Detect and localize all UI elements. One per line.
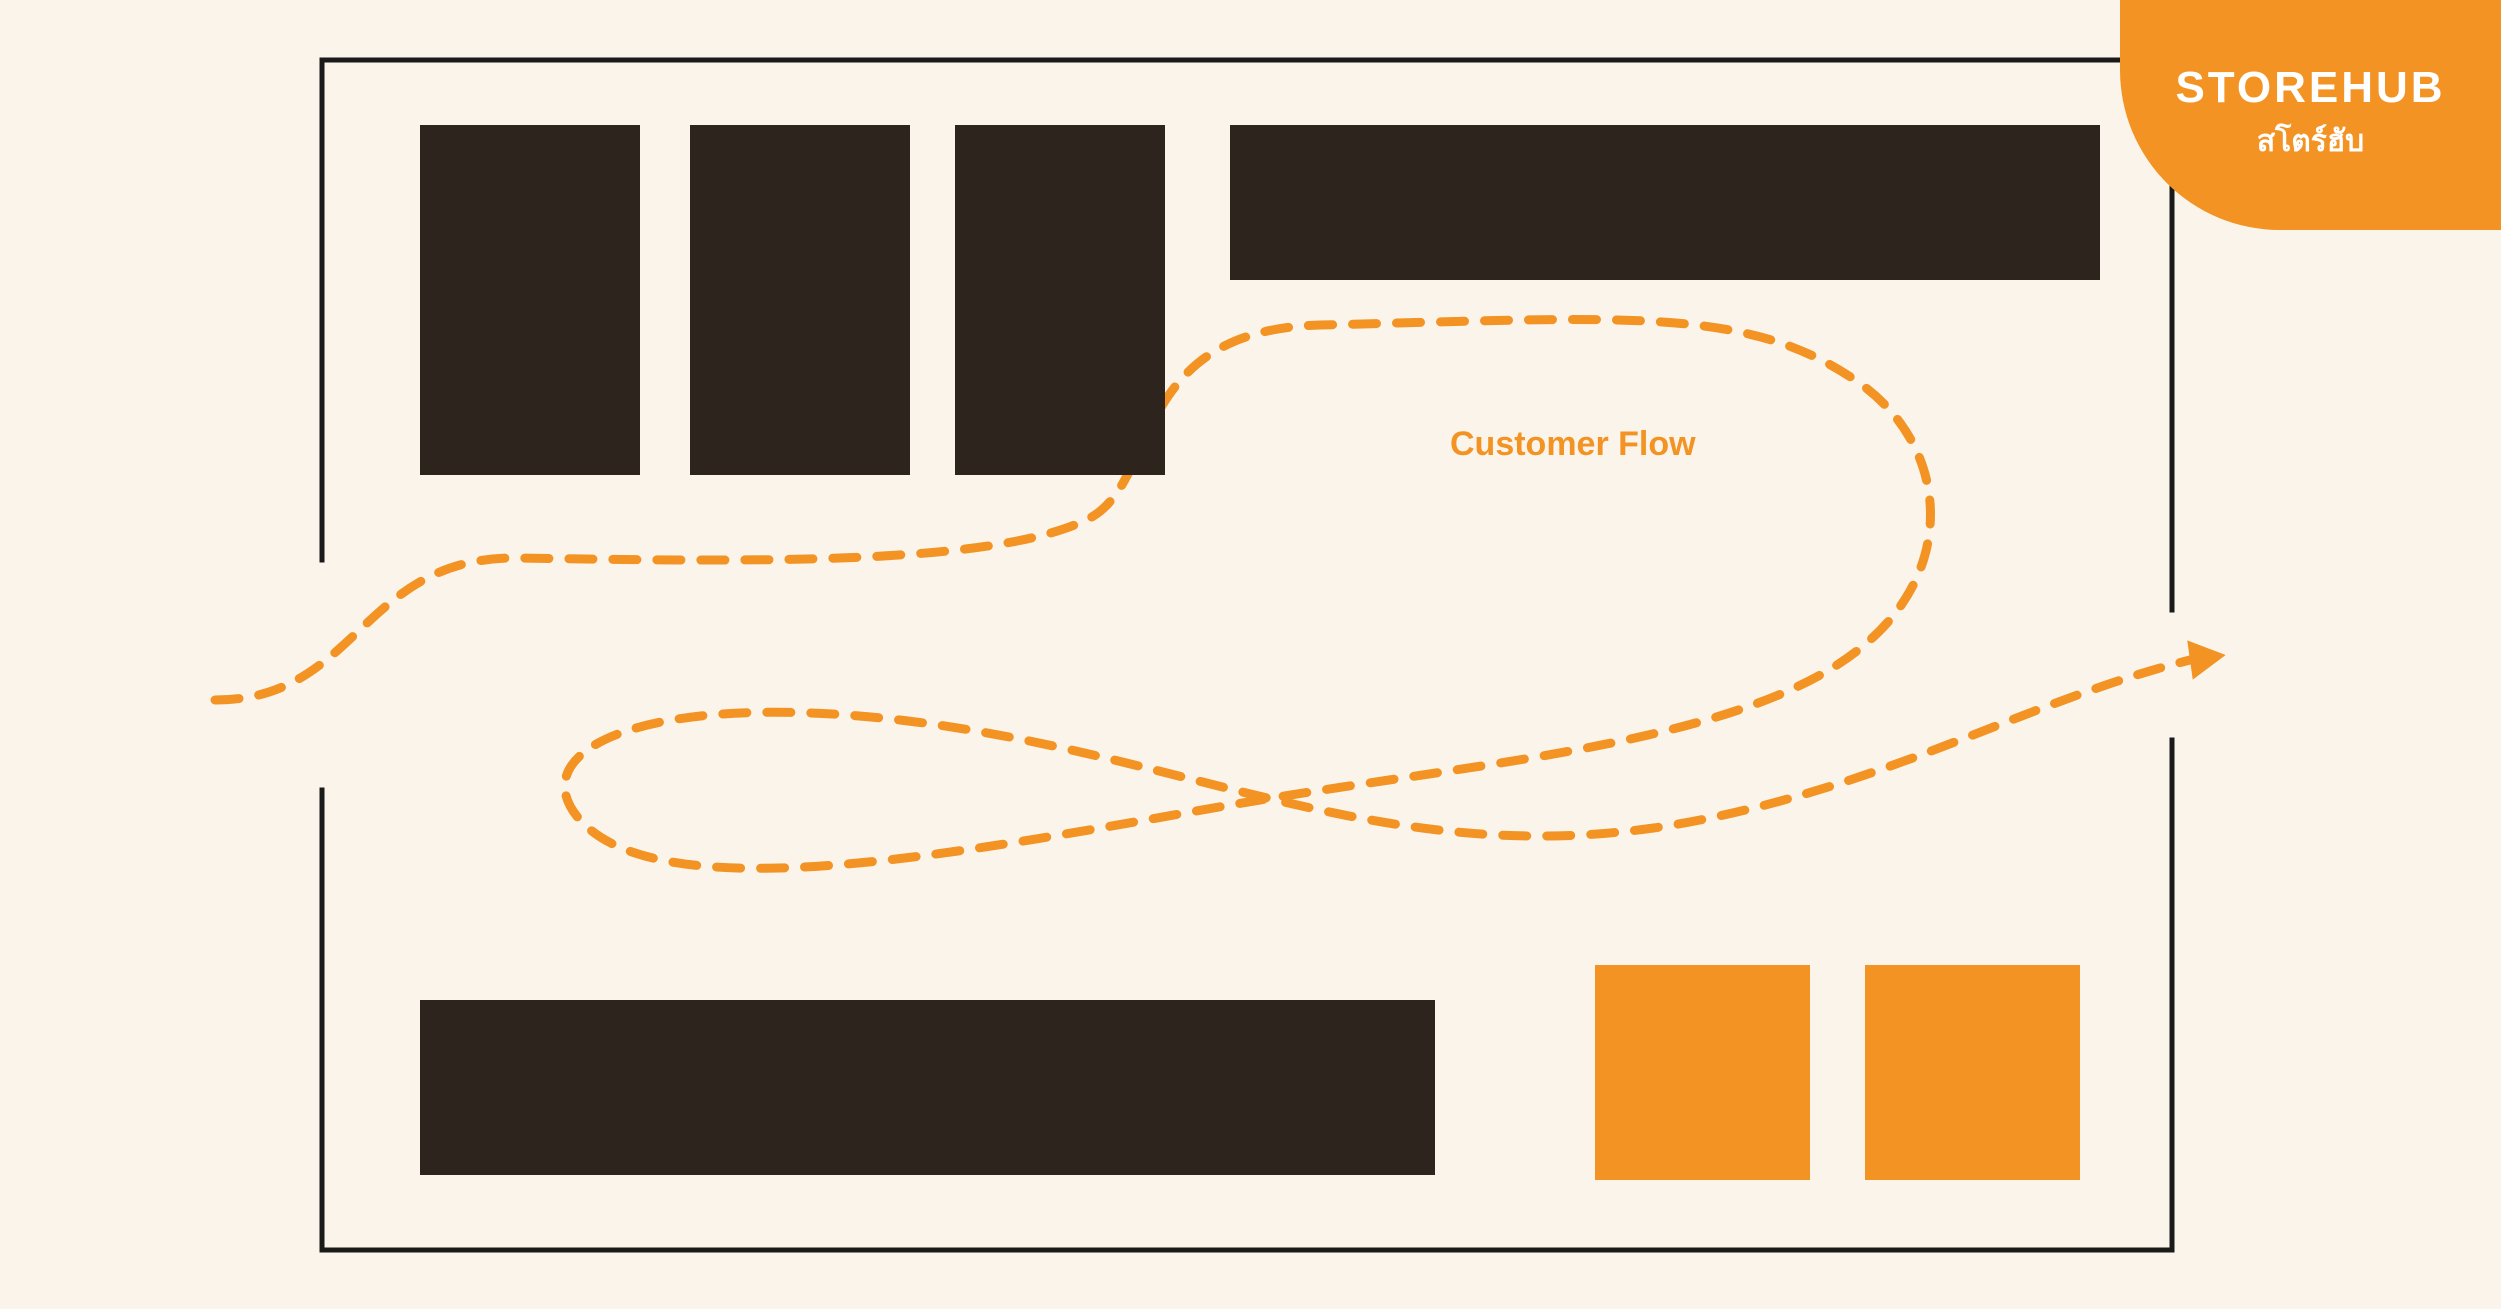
shelf-top-wide: [1230, 125, 2100, 280]
flow-label: Customer Flow: [1450, 425, 1696, 464]
checkout-1: [1595, 965, 1810, 1180]
shelf-top-1: [420, 125, 640, 475]
brand-logo-subtext: สโตร์ฮับ: [2257, 118, 2364, 165]
checkout-2: [1865, 965, 2080, 1180]
diagram-canvas: Customer Flow STOREHUB สโตร์ฮับ: [0, 0, 2501, 1309]
shelf-top-2: [690, 125, 910, 475]
shelf-top-3: [955, 125, 1165, 475]
shelf-bottom-wide: [420, 1000, 1435, 1175]
brand-logo-text: STOREHUB: [2175, 66, 2445, 110]
